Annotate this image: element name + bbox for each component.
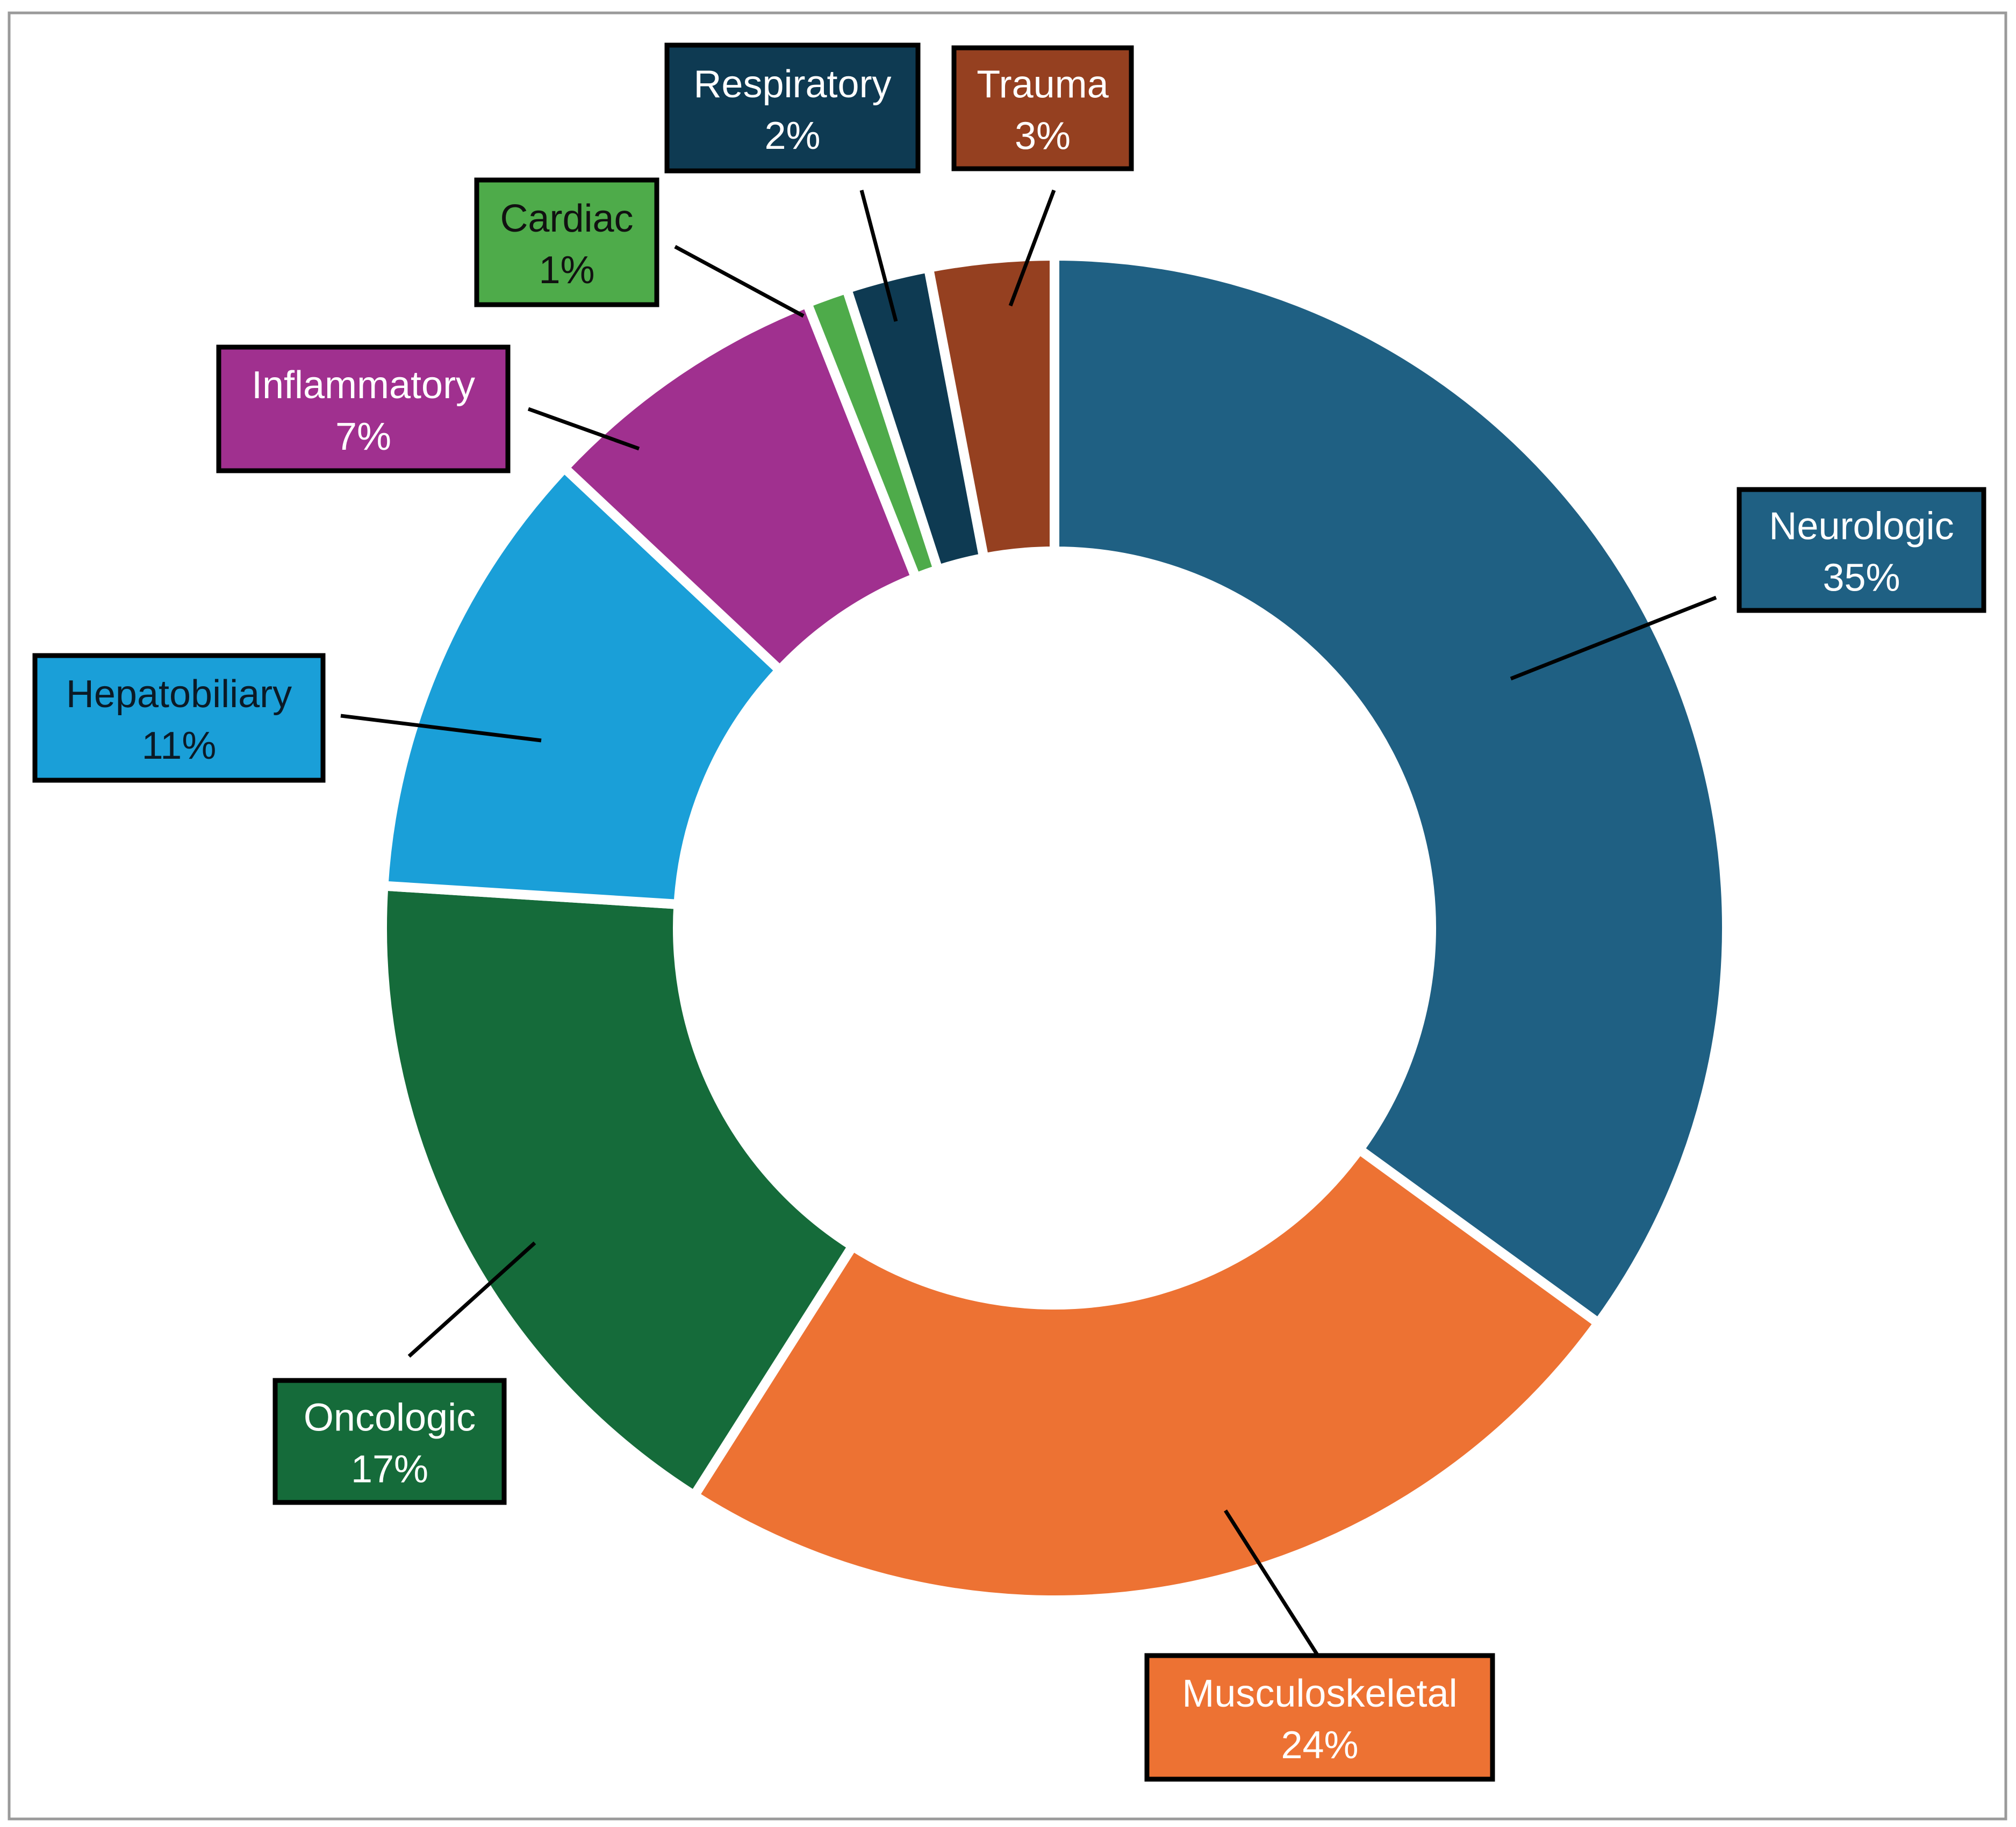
- data-label-neurologic: Neurologic 35%: [1737, 487, 1986, 613]
- label-box: [664, 42, 921, 174]
- data-label-respiratory: Respiratory 2%: [664, 42, 921, 174]
- leader-line-respiratory: [859, 190, 898, 322]
- label-box: [1737, 487, 1986, 613]
- leader-line-inflammatory: [527, 407, 640, 451]
- label-box: [216, 344, 511, 473]
- label-box: [1144, 1653, 1495, 1782]
- data-label-trauma: Trauma 3%: [951, 45, 1134, 171]
- leader-line-neurologic: [1510, 595, 1717, 681]
- data-label-musculoskeletal: Musculoskeletal 24%: [1144, 1653, 1495, 1782]
- slice-musculoskeletal: [687, 1142, 1605, 1605]
- label-percent: 11%: [142, 724, 217, 767]
- leader-line-hepatobiliary: [340, 714, 542, 743]
- label-category: Inflammatory: [252, 364, 475, 407]
- label-category: Oncologic: [304, 1397, 476, 1440]
- leader-line-oncologic: [407, 1241, 536, 1358]
- label-category: Hepatobiliary: [66, 673, 292, 716]
- data-label-cardiac: Cardiac 1%: [474, 177, 659, 307]
- label-box: [272, 1378, 507, 1505]
- label-percent: 2%: [764, 114, 820, 157]
- label-percent: 3%: [1015, 115, 1071, 158]
- slice-hepatobiliary: [378, 461, 787, 910]
- label-category: Musculoskeletal: [1182, 1672, 1457, 1715]
- label-percent: 1%: [539, 249, 594, 292]
- label-category: Trauma: [977, 63, 1109, 106]
- data-label-inflammatory: Inflammatory 7%: [216, 344, 511, 473]
- leader-line-trauma: [1008, 189, 1056, 307]
- label-category: Respiratory: [693, 63, 891, 106]
- slice-oncologic: [377, 880, 859, 1502]
- data-label-oncologic: Oncologic 17%: [272, 1378, 507, 1505]
- label-box: [951, 45, 1134, 171]
- slice-inflammatory: [557, 297, 922, 677]
- slice-trauma: [923, 250, 1059, 564]
- label-category: Cardiac: [500, 197, 633, 240]
- label-box: [474, 177, 659, 307]
- label-percent: 7%: [335, 415, 391, 458]
- slice-neurologic: [1050, 250, 1732, 1330]
- label-percent: 24%: [1281, 1724, 1358, 1767]
- label-category: Neurologic: [1769, 505, 1954, 548]
- leader-line-musculoskeletal: [1224, 1509, 1319, 1657]
- leader-line-cardiac: [674, 244, 805, 318]
- data-label-hepatobiliary: Hepatobiliary 11%: [32, 653, 326, 783]
- label-percent: 35%: [1823, 557, 1900, 600]
- label-box: [32, 653, 326, 783]
- label-percent: 17%: [351, 1448, 428, 1491]
